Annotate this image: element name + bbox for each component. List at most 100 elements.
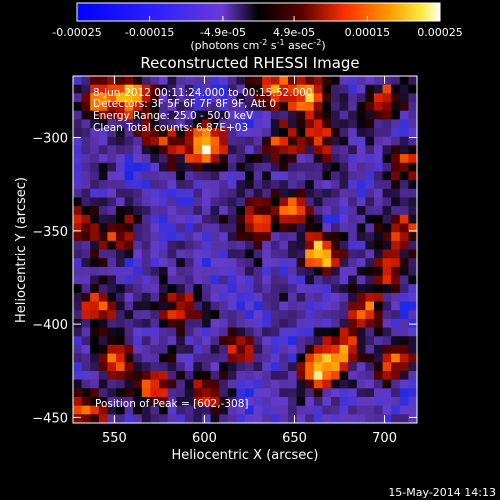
heatmap-cell	[73, 275, 83, 285]
heatmap-cell	[133, 223, 143, 233]
heatmap-cell	[81, 162, 91, 172]
heatmap-cell	[253, 76, 263, 86]
heatmap-cell	[167, 154, 177, 164]
heatmap-cell	[124, 275, 134, 285]
heatmap-cell	[219, 206, 229, 216]
heatmap-cell	[184, 327, 194, 337]
heatmap-cell	[133, 249, 143, 259]
heatmap-cell	[150, 214, 160, 224]
heatmap-cell	[262, 249, 272, 259]
heatmap-cell	[288, 379, 298, 389]
heatmap-cell	[227, 171, 237, 181]
heatmap-cell	[279, 292, 289, 303]
heatmap-cell	[210, 232, 220, 242]
heatmap-cell	[133, 206, 143, 216]
heatmap-cell	[219, 388, 229, 398]
heatmap-cell	[356, 119, 366, 129]
heatmap-cell	[331, 370, 341, 381]
heatmap-cell	[391, 405, 401, 415]
heatmap-cell	[270, 249, 280, 259]
heatmap-cell	[227, 336, 237, 346]
heatmap-cell	[322, 336, 332, 346]
heatmap-cell	[73, 310, 83, 320]
heatmap-cell	[124, 154, 134, 164]
heatmap-cell	[374, 336, 384, 346]
heatmap-cell	[331, 102, 341, 112]
heatmap-cell	[141, 405, 151, 415]
heatmap-cell	[245, 93, 255, 103]
colorbar-unit-label: (photons cm-2 s-1 asec-2)	[190, 38, 325, 52]
heatmap-cell	[270, 223, 280, 233]
heatmap-cell	[176, 180, 186, 190]
heatmap-cell	[236, 353, 246, 363]
y-tick-label: −350	[32, 225, 68, 240]
heatmap-cell	[193, 318, 203, 329]
heatmap-cell	[339, 370, 349, 381]
heatmap-cell	[270, 353, 280, 363]
heatmap-cell	[73, 93, 83, 103]
heatmap-cell	[296, 388, 306, 398]
heatmap-cell	[116, 379, 126, 389]
heatmap-cell	[167, 318, 177, 329]
heatmap-cell	[176, 162, 186, 172]
heatmap-cell	[202, 119, 212, 129]
heatmap-cell	[399, 214, 409, 224]
heatmap-cell	[313, 327, 323, 337]
heatmap-cell	[202, 414, 212, 423]
heatmap-cell	[313, 206, 323, 216]
heatmap-cell	[107, 284, 117, 294]
heatmap-cell	[382, 284, 392, 294]
heatmap-cell	[150, 284, 160, 294]
heatmap-cell	[322, 353, 332, 363]
heatmap-cell	[262, 171, 272, 181]
heatmap-cell	[365, 266, 375, 277]
heatmap-cell	[313, 84, 323, 94]
heatmap-cell	[339, 223, 349, 233]
heatmap-cell	[124, 145, 134, 155]
heatmap-cell	[356, 284, 366, 294]
heatmap-cell	[245, 76, 255, 86]
heatmap-cell	[141, 396, 151, 407]
heatmap-cell	[227, 223, 237, 233]
heatmap-cell	[81, 102, 91, 112]
heatmap-cell	[382, 128, 392, 138]
heatmap-cell	[116, 84, 126, 94]
heatmap-cell	[98, 353, 108, 363]
heatmap-cell	[227, 388, 237, 398]
heatmap-cell	[331, 154, 341, 164]
heatmap-cell	[331, 214, 341, 224]
heatmap-cell	[339, 119, 349, 129]
heatmap-cell	[348, 214, 358, 224]
heatmap-cell	[399, 379, 409, 389]
heatmap-cell	[374, 214, 384, 224]
heatmap-cell	[331, 336, 341, 346]
heatmap-cell	[305, 180, 315, 190]
heatmap-cell	[331, 110, 341, 120]
heatmap-cell	[296, 214, 306, 224]
heatmap-cell	[399, 145, 409, 155]
heatmap-cell	[107, 414, 117, 423]
heatmap-cell	[262, 318, 272, 329]
heatmap-cell	[150, 180, 160, 190]
heatmap-cell	[90, 232, 100, 242]
heatmap-cell	[227, 102, 237, 112]
annotation-detectors: Detectors: 3F 5F 6F 7F 8F 9F, Att 0	[93, 98, 276, 110]
heatmap-cell	[356, 93, 366, 103]
heatmap-cell	[159, 258, 169, 268]
heatmap-cell	[305, 84, 315, 94]
heatmap-cell	[73, 128, 83, 138]
heatmap-cell	[270, 128, 280, 138]
heatmap-cell	[73, 362, 83, 372]
heatmap-cell	[141, 145, 151, 155]
heatmap-cell	[159, 180, 169, 190]
heatmap-cell	[296, 188, 306, 198]
heatmap-cell	[339, 136, 349, 146]
heatmap-cell	[150, 119, 160, 129]
heatmap-cell	[73, 292, 83, 303]
heatmap-cell	[322, 362, 332, 372]
heatmap-cell	[356, 197, 366, 207]
heatmap-cell	[141, 110, 151, 120]
heatmap-cell	[356, 344, 366, 355]
heatmap-cell	[90, 110, 100, 120]
heatmap-cell	[133, 128, 143, 138]
